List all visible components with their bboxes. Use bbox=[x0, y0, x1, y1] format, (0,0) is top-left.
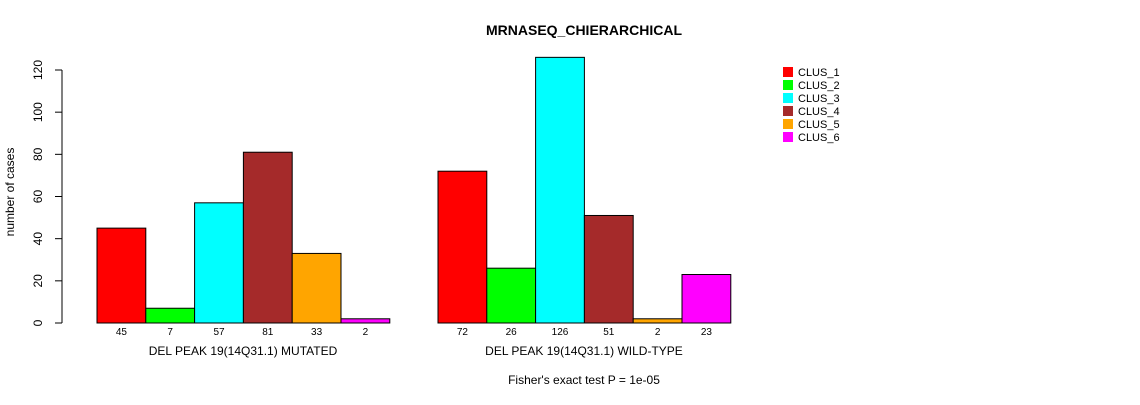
y-axis: 0 20 40 60 80 100 120 bbox=[31, 60, 63, 326]
group-label-wild-type: DEL PEAK 19(14Q31.1) WILD-TYPE bbox=[485, 344, 683, 358]
legend-swatch bbox=[783, 132, 793, 142]
bar-value-label: 45 bbox=[116, 327, 128, 338]
bar-value-label: 126 bbox=[552, 327, 569, 338]
legend-swatch bbox=[783, 80, 793, 90]
bar-value-label: 51 bbox=[603, 327, 615, 338]
legend-swatch bbox=[783, 119, 793, 129]
y-tick-label: 20 bbox=[31, 274, 45, 288]
legend-label: CLUS_3 bbox=[798, 93, 840, 105]
y-tick-label: 40 bbox=[31, 232, 45, 246]
bar-clus-4 bbox=[242, 151, 293, 324]
bars bbox=[96, 56, 732, 324]
y-tick-label: 80 bbox=[31, 147, 45, 161]
legend-swatch bbox=[783, 67, 793, 77]
chart-title: MRNASEQ_CHIERARCHICAL bbox=[486, 22, 682, 38]
bar-clus-5 bbox=[291, 252, 342, 324]
legend-swatch bbox=[783, 93, 793, 103]
bar-clus-2 bbox=[145, 307, 196, 324]
legend-swatch bbox=[783, 106, 793, 116]
bar-clus-3 bbox=[535, 56, 585, 324]
bar-clus-4 bbox=[583, 214, 634, 324]
fisher-test-footnote: Fisher's exact test P = 1e-05 bbox=[508, 373, 660, 387]
bar-clus-3 bbox=[194, 202, 244, 324]
bar-value-label: 33 bbox=[311, 327, 323, 338]
bar-value-label: 7 bbox=[167, 327, 173, 338]
bar-clus-2 bbox=[486, 267, 537, 324]
bar-clus-6 bbox=[681, 274, 732, 324]
legend-label: CLUS_5 bbox=[798, 119, 840, 131]
legend-label: CLUS_1 bbox=[798, 67, 840, 79]
bar-clus-1 bbox=[96, 227, 147, 324]
bar-value-label: 23 bbox=[701, 327, 713, 338]
group-label-mutated: DEL PEAK 19(14Q31.1) MUTATED bbox=[149, 344, 338, 358]
legend-label: CLUS_2 bbox=[798, 80, 840, 92]
bar-clus-1 bbox=[437, 170, 488, 324]
y-tick-label: 120 bbox=[31, 60, 45, 80]
bar-value-label: 72 bbox=[457, 327, 469, 338]
bar-value-labels: 45 7 57 81 33 2 72 26 126 51 2 23 bbox=[116, 327, 713, 338]
legend-label: CLUS_4 bbox=[798, 106, 840, 118]
y-tick-label: 100 bbox=[31, 102, 45, 122]
bar-clus-5 bbox=[632, 318, 683, 324]
bar-value-label: 2 bbox=[655, 327, 661, 338]
bar-value-label: 57 bbox=[213, 327, 225, 338]
bar-clus-6 bbox=[340, 318, 391, 324]
y-tick-label: 0 bbox=[31, 319, 45, 326]
bar-value-label: 26 bbox=[506, 327, 518, 338]
legend-label: CLUS_6 bbox=[798, 132, 840, 144]
y-tick-label: 60 bbox=[31, 190, 45, 204]
y-axis-label: number of cases bbox=[3, 148, 17, 237]
bar-value-label: 2 bbox=[363, 327, 369, 338]
bar-value-label: 81 bbox=[262, 327, 274, 338]
